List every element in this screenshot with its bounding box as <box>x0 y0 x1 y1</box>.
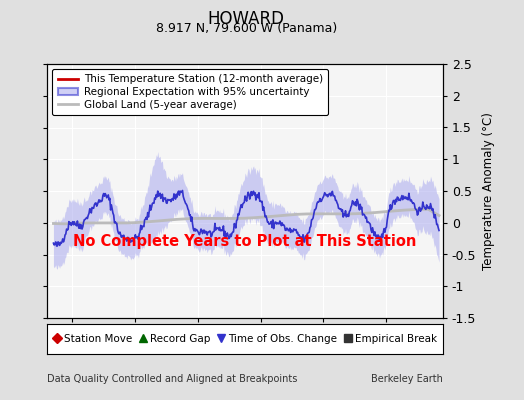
Text: HOWARD: HOWARD <box>208 10 285 28</box>
Y-axis label: Temperature Anomaly (°C): Temperature Anomaly (°C) <box>482 112 495 270</box>
Text: 8.917 N, 79.600 W (Panama): 8.917 N, 79.600 W (Panama) <box>156 22 337 35</box>
Legend: Station Move, Record Gap, Time of Obs. Change, Empirical Break: Station Move, Record Gap, Time of Obs. C… <box>51 332 439 346</box>
Legend: This Temperature Station (12-month average), Regional Expectation with 95% uncer: This Temperature Station (12-month avera… <box>52 69 328 115</box>
Text: No Complete Years to Plot at This Station: No Complete Years to Plot at This Statio… <box>73 234 417 249</box>
Text: Data Quality Controlled and Aligned at Breakpoints: Data Quality Controlled and Aligned at B… <box>47 374 298 384</box>
Text: Berkeley Earth: Berkeley Earth <box>371 374 443 384</box>
